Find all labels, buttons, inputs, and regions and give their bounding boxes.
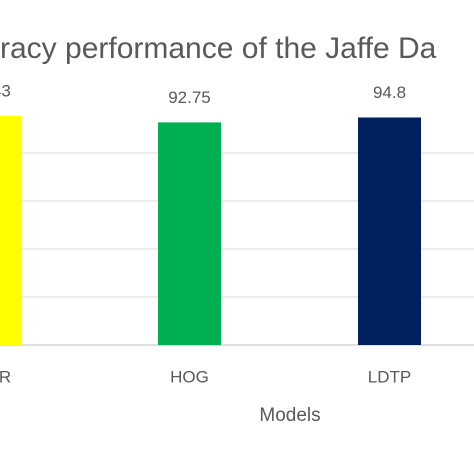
value-label: 92.75 — [168, 88, 211, 107]
x-tick-label: LDTP — [368, 367, 411, 386]
x-tick-label: R — [0, 367, 11, 386]
value-label: 95.43 — [0, 81, 11, 100]
bar — [358, 117, 421, 345]
chart-title: racy performance of the Jaffe Da — [0, 32, 437, 65]
bar — [0, 115, 21, 345]
x-tick-label: HOG — [170, 367, 209, 386]
x-axis-title: Models — [259, 405, 320, 426]
value-label: 94.8 — [373, 83, 406, 102]
bar — [158, 122, 221, 346]
